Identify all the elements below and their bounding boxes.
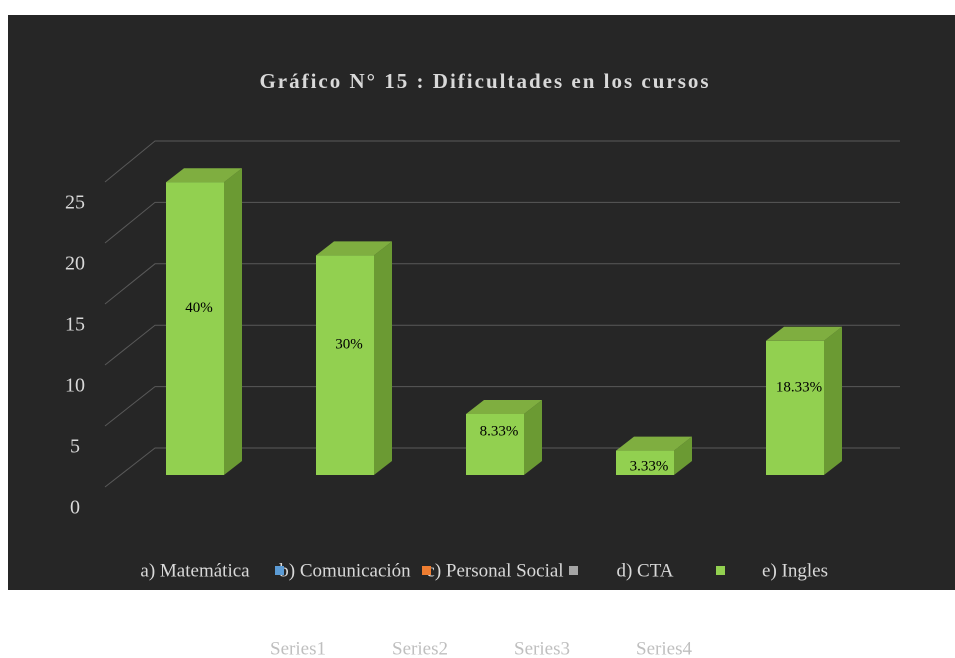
y-tick-label: 15 (65, 314, 85, 336)
y-tick-label: 20 (65, 253, 85, 275)
bar-front (616, 450, 674, 475)
data-label: 8.33% (480, 423, 519, 439)
data-label: 40% (185, 300, 213, 316)
chart-background (8, 15, 955, 590)
legend-marker (716, 566, 725, 575)
grid-line (104, 201, 900, 244)
grid-line (104, 263, 900, 305)
bar-side (524, 400, 542, 475)
bar-top (766, 326, 842, 341)
bar (766, 326, 842, 475)
bar (166, 168, 242, 475)
x-tick-label: d) CTA (616, 560, 673, 581)
bar-top (466, 400, 542, 414)
legend-label: Series1 (270, 638, 326, 658)
y-tick-label: 5 (70, 436, 80, 458)
bar-front (166, 182, 224, 475)
y-tick-label: 25 (65, 192, 85, 214)
y-tick-label: 10 (65, 375, 85, 397)
bar-front (316, 255, 374, 475)
bar (616, 436, 692, 475)
bar-side (374, 241, 392, 475)
bar-top (316, 241, 392, 256)
legend-marker (275, 566, 284, 575)
bar-side (224, 168, 242, 475)
data-label: 18.33% (776, 379, 822, 395)
grid-line (104, 386, 900, 427)
x-tick-label: b) Comunicación (279, 560, 411, 581)
legend-label: Series4 (636, 638, 692, 658)
bar-front (766, 340, 824, 475)
legend-marker (569, 566, 578, 575)
bar-side (824, 326, 842, 475)
chart-title: Gráfico N° 15 : Dificultades en los curs… (259, 69, 710, 93)
bar-side (674, 436, 692, 475)
legend-marker (422, 566, 431, 575)
data-label: 3.33% (630, 458, 669, 474)
x-tick-label: a) Matemática (140, 560, 250, 581)
bar-top (616, 436, 692, 451)
legend-label: Series2 (392, 638, 448, 658)
legend-label: Series3 (514, 638, 570, 658)
x-tick-label: c) Personal Social (426, 560, 563, 581)
grid-line (104, 324, 900, 366)
grid-line (104, 140, 900, 183)
bar-front (466, 414, 524, 475)
bar (466, 400, 542, 475)
bar-top (166, 168, 242, 183)
x-tick-label: e) Ingles (762, 560, 828, 581)
bar (316, 241, 392, 475)
data-label: 30% (335, 337, 363, 353)
y-tick-label: 0 (70, 497, 80, 519)
